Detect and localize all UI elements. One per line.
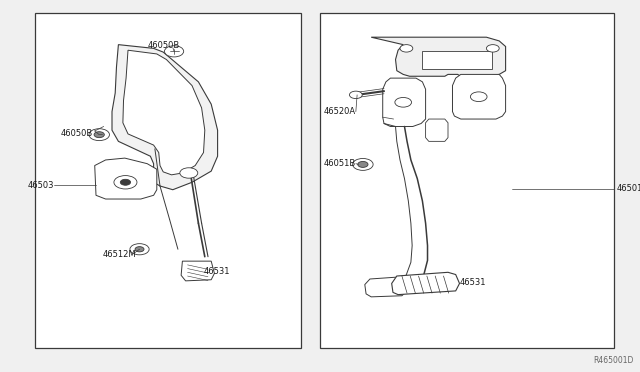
Text: 46501: 46501 bbox=[616, 185, 640, 193]
Circle shape bbox=[120, 179, 131, 185]
Circle shape bbox=[470, 92, 487, 102]
Circle shape bbox=[358, 161, 368, 167]
Text: R465001D: R465001D bbox=[593, 356, 634, 365]
Circle shape bbox=[114, 176, 137, 189]
Text: 46531: 46531 bbox=[204, 267, 230, 276]
Text: 46050B: 46050B bbox=[147, 41, 179, 50]
Bar bbox=[320, 13, 614, 348]
Circle shape bbox=[400, 45, 413, 52]
Circle shape bbox=[395, 97, 412, 107]
Polygon shape bbox=[452, 74, 506, 119]
Polygon shape bbox=[95, 158, 157, 199]
Bar bbox=[35, 13, 301, 348]
Text: 46050B: 46050B bbox=[61, 129, 93, 138]
Circle shape bbox=[349, 91, 362, 99]
Circle shape bbox=[89, 129, 109, 141]
Polygon shape bbox=[112, 45, 218, 190]
Circle shape bbox=[353, 158, 373, 170]
Polygon shape bbox=[123, 50, 205, 175]
Circle shape bbox=[130, 244, 149, 255]
Polygon shape bbox=[371, 37, 506, 76]
Polygon shape bbox=[383, 78, 426, 126]
Bar bbox=[422, 51, 492, 69]
Circle shape bbox=[180, 168, 198, 178]
Circle shape bbox=[135, 247, 144, 252]
Circle shape bbox=[164, 46, 184, 57]
Polygon shape bbox=[392, 272, 460, 295]
Text: 46512M: 46512M bbox=[102, 250, 136, 259]
Polygon shape bbox=[181, 261, 214, 281]
Circle shape bbox=[94, 132, 104, 138]
Text: 46051B: 46051B bbox=[323, 159, 355, 168]
Polygon shape bbox=[426, 119, 448, 141]
Text: 46503: 46503 bbox=[28, 181, 54, 190]
Text: 46531: 46531 bbox=[460, 278, 486, 287]
Circle shape bbox=[486, 45, 499, 52]
Text: 46520A: 46520A bbox=[323, 107, 355, 116]
Polygon shape bbox=[365, 277, 407, 297]
